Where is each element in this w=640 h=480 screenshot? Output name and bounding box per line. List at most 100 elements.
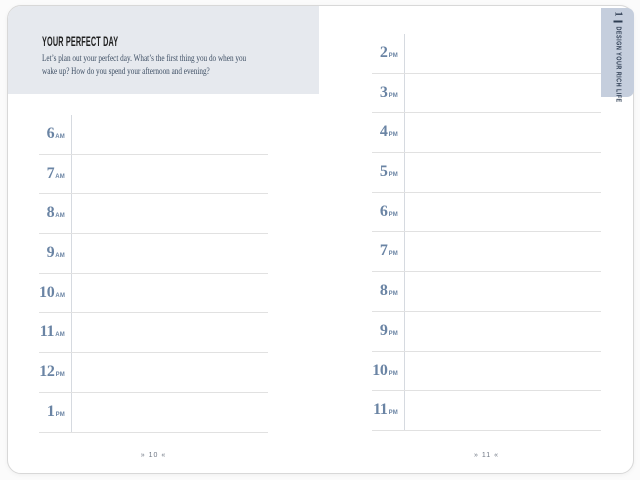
time-slot-writing-area[interactable] xyxy=(405,391,601,430)
time-meridiem: PM xyxy=(388,92,398,99)
time-hour: 11 xyxy=(39,323,55,341)
time-slot-row: 10AM xyxy=(39,273,268,314)
left-page-number: » 10 « xyxy=(140,452,167,459)
time-hour: 8 xyxy=(379,282,388,300)
time-meridiem: PM xyxy=(388,251,398,258)
time-hour: 8 xyxy=(46,204,55,222)
right-page-number: » 11 « xyxy=(474,452,499,459)
time-hour: 12 xyxy=(39,363,55,381)
time-meridiem: AM xyxy=(55,253,65,260)
time-hour: 7 xyxy=(379,242,388,260)
time-slot-row: 11AM xyxy=(39,313,268,354)
time-slot-row: 6PM xyxy=(372,192,601,233)
book-spread: YOUR PERFECT DAY Let’s plan out your per… xyxy=(7,5,634,474)
time-label: 7AM xyxy=(39,154,72,194)
time-slot-row: 4PM xyxy=(372,113,601,154)
time-hour: 11 xyxy=(373,401,388,419)
time-label: 2PM xyxy=(372,34,405,73)
time-slot-writing-area[interactable] xyxy=(405,352,601,391)
right-page-time-grid: 2PM 3PM 4PM 5PM xyxy=(372,34,601,431)
time-slot-writing-area[interactable] xyxy=(405,74,601,113)
time-slot-row: 3PM xyxy=(372,73,601,114)
time-slot-writing-area[interactable] xyxy=(72,115,268,154)
time-slot-writing-area[interactable] xyxy=(72,353,268,392)
time-meridiem: PM xyxy=(388,291,398,298)
time-slot-writing-area[interactable] xyxy=(72,194,268,233)
time-slot-writing-area[interactable] xyxy=(405,153,601,192)
time-meridiem: PM xyxy=(388,132,398,139)
time-meridiem: PM xyxy=(55,411,65,418)
time-slot-row: 2PM xyxy=(372,34,601,74)
time-label: 9PM xyxy=(372,311,405,351)
time-label: 3PM xyxy=(372,73,405,113)
chapter-number: 1 xyxy=(612,11,623,16)
time-label: 8AM xyxy=(39,194,72,234)
prompt-header-box: YOUR PERFECT DAY Let’s plan out your per… xyxy=(8,6,319,94)
time-slot-row: 6AM xyxy=(39,115,268,155)
time-label: 8PM xyxy=(372,272,405,311)
time-label: 11PM xyxy=(372,391,405,430)
time-slot-row: 11PM xyxy=(372,391,601,431)
time-slot-row: 9PM xyxy=(372,311,601,352)
time-slot-writing-area[interactable] xyxy=(405,312,601,351)
time-meridiem: PM xyxy=(388,53,398,59)
time-slot-row: 7AM xyxy=(39,154,268,195)
time-slot-writing-area[interactable] xyxy=(72,313,268,352)
time-slot-writing-area[interactable] xyxy=(405,232,601,271)
chapter-side-tab[interactable]: 1 DESIGN YOUR RICH LIFE xyxy=(601,8,634,102)
time-slot-row: 8PM xyxy=(372,272,601,312)
time-slot-writing-area[interactable] xyxy=(72,234,268,273)
prompt-description: Let’s plan out your perfect day. What’s … xyxy=(42,52,246,78)
prompt-description-line-1: Let’s plan out your perfect day. What’s … xyxy=(42,53,247,63)
time-slot-row: 1PM xyxy=(39,392,268,433)
time-slot-row: 5PM xyxy=(372,153,601,193)
time-slot-writing-area[interactable] xyxy=(72,393,268,432)
time-label: 6PM xyxy=(372,192,405,232)
time-slot-writing-area[interactable] xyxy=(405,272,601,311)
left-page-time-grid: 6AM 7AM 8AM 9AM xyxy=(39,115,268,433)
time-hour: 6 xyxy=(46,125,55,142)
time-label: 12PM xyxy=(39,353,72,392)
tab-divider-line xyxy=(613,20,622,22)
time-hour: 6 xyxy=(379,202,388,220)
time-slot-row: 12PM xyxy=(39,353,268,393)
time-hour: 1 xyxy=(46,402,55,420)
time-slot-writing-area[interactable] xyxy=(405,113,601,152)
time-meridiem: AM xyxy=(55,134,65,140)
time-slot-row: 7PM xyxy=(372,232,601,273)
time-hour: 2 xyxy=(379,44,388,61)
time-slot-writing-area[interactable] xyxy=(405,193,601,232)
time-meridiem: AM xyxy=(55,292,66,299)
time-label: 10PM xyxy=(372,351,405,391)
time-label: 1PM xyxy=(39,392,72,432)
time-meridiem: AM xyxy=(55,332,65,339)
time-hour: 10 xyxy=(39,283,55,301)
time-hour: 9 xyxy=(379,321,388,339)
time-slot-writing-area[interactable] xyxy=(72,155,268,194)
time-meridiem: PM xyxy=(388,370,398,377)
prompt-description-line-2: wake up? How do you spend your afternoon… xyxy=(42,66,210,76)
time-slot-row: 9AM xyxy=(39,234,268,274)
time-label: 7PM xyxy=(372,232,405,272)
time-hour: 7 xyxy=(46,164,55,182)
time-slot-writing-area[interactable] xyxy=(405,34,601,73)
time-hour: 4 xyxy=(379,123,388,141)
time-meridiem: AM xyxy=(55,213,65,220)
time-meridiem: AM xyxy=(55,173,65,180)
time-meridiem: PM xyxy=(55,372,65,379)
time-label: 4PM xyxy=(372,113,405,153)
time-label: 9AM xyxy=(39,234,72,273)
time-label: 5PM xyxy=(372,153,405,192)
chapter-tab-label: DESIGN YOUR RICH LIFE xyxy=(614,25,621,102)
time-label: 11AM xyxy=(39,313,72,353)
time-slot-row: 10PM xyxy=(372,351,601,392)
page-title: YOUR PERFECT DAY xyxy=(42,33,119,49)
time-meridiem: PM xyxy=(388,172,398,179)
time-meridiem: PM xyxy=(388,330,398,337)
time-label: 10AM xyxy=(39,273,72,313)
chapter-side-tab-content: 1 DESIGN YOUR RICH LIFE xyxy=(601,8,634,102)
time-hour: 10 xyxy=(372,361,388,379)
time-slot-writing-area[interactable] xyxy=(72,274,268,313)
time-hour: 3 xyxy=(379,83,388,101)
